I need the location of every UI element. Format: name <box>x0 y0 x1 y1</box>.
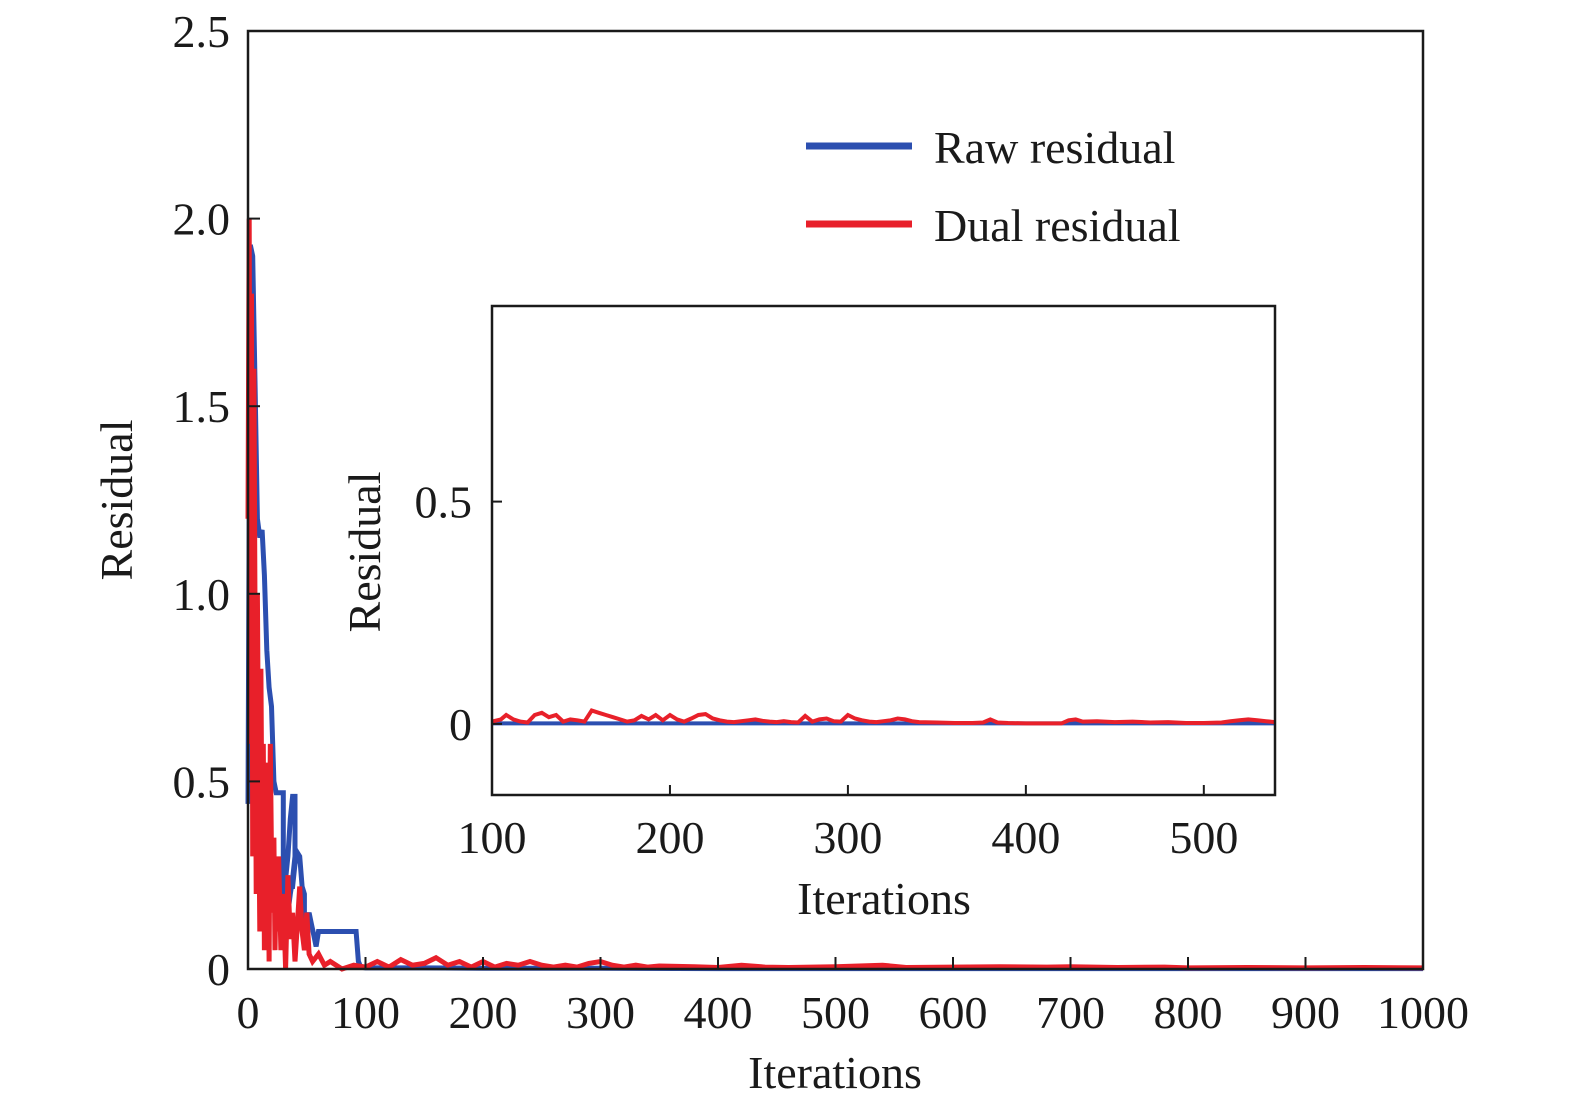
main-x-tick-label: 600 <box>919 987 988 1038</box>
legend-label-dual-residual: Dual residual <box>934 200 1181 251</box>
main-y-tick-label: 2.5 <box>173 6 231 57</box>
inset-series-line-dual-residual <box>491 708 1276 726</box>
legend-label-raw-residual: Raw residual <box>934 122 1175 173</box>
main-x-tick-label: 500 <box>801 987 870 1038</box>
main-x-axis-label: Iterations <box>748 1047 922 1098</box>
main-x-tick-label: 900 <box>1271 987 1340 1038</box>
main-x-tick-label: 100 <box>331 987 400 1038</box>
main-y-axis: 0 0.5 1.0 1.5 2.0 2.5 <box>173 6 260 995</box>
inset-x-tick-label: 100 <box>458 812 527 863</box>
main-x-tick-label: 400 <box>684 987 753 1038</box>
main-x-tick-label: 800 <box>1154 987 1223 1038</box>
legend: Raw residual Dual residual <box>806 122 1181 251</box>
main-x-tick-label: 300 <box>566 987 635 1038</box>
main-series-group <box>245 218 1424 972</box>
inset-x-tick-label: 300 <box>813 812 882 863</box>
inset-plot: 100 200 300 400 500 00.5 Iterations Residual <box>339 304 1277 924</box>
inset-background <box>492 306 1275 795</box>
inset-y-tick-label: 0.5 <box>415 477 473 528</box>
main-x-tick-label: 0 <box>237 987 260 1038</box>
inset-x-tick-label: 500 <box>1169 812 1238 863</box>
main-plot: 0 100 200 300 400 500 600 700 800 900 1000 00.51.0… <box>91 6 1469 1098</box>
inset-plot-frame <box>490 304 1277 797</box>
main-x-tick-label: 700 <box>1036 987 1105 1038</box>
main-x-tick-label: 1000 <box>1377 987 1469 1038</box>
inset-x-axis: 100 200 300 400 500 <box>458 785 1238 863</box>
main-y-tick-label: 1.5 <box>173 381 231 432</box>
main-x-axis: 0 100 200 300 400 500 600 700 800 900 1000 <box>237 957 1469 1038</box>
inset-series-group <box>491 708 1276 726</box>
inset-x-tick-label: 200 <box>635 812 704 863</box>
main-series-line-dual-residual <box>245 218 1424 972</box>
main-y-tick-label: 0 <box>207 944 230 995</box>
inset-y-axis-label: Residual <box>339 472 390 633</box>
main-x-tick-label: 200 <box>449 987 518 1038</box>
main-y-tick-label: 0.5 <box>173 756 231 807</box>
main-y-axis-label: Residual <box>91 420 142 581</box>
main-y-tick-label: 1.0 <box>173 569 231 620</box>
main-y-tick-label: 2.0 <box>173 194 231 245</box>
inset-y-axis: 00.5 <box>415 477 502 750</box>
inset-x-axis-label: Iterations <box>797 873 971 924</box>
inset-x-tick-label: 400 <box>991 812 1060 863</box>
inset-y-tick-label: 0 <box>449 699 472 750</box>
